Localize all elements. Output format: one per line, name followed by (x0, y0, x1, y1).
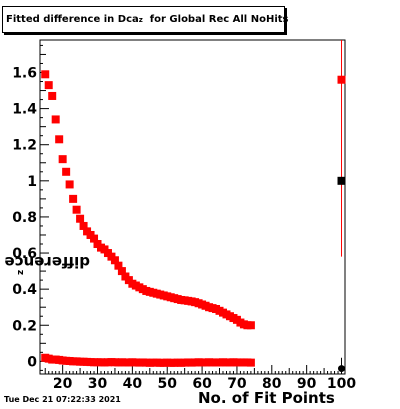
y-tick-label: 0.4 (12, 282, 37, 298)
x-tick-label: 80 (262, 376, 282, 392)
x-tick-label: 20 (53, 376, 73, 392)
plot-frame (39, 39, 346, 375)
data-point (117, 267, 126, 276)
data-point (246, 321, 255, 330)
data-point (55, 135, 64, 144)
data-point (48, 91, 57, 100)
x-tick-label: 90 (297, 376, 317, 392)
data-point (69, 194, 78, 203)
data-point (110, 256, 119, 265)
data-point (114, 261, 123, 270)
title-suffix: for Global Rec All NoHits (149, 14, 289, 25)
y-tick-label: 1 (27, 174, 37, 190)
data-point (44, 81, 53, 90)
axis-ticks (40, 44, 343, 374)
y-tick-label: 0.2 (12, 318, 37, 334)
series-1 (41, 70, 255, 330)
x-tick-label: 40 (123, 376, 143, 392)
title-subscript: z (138, 15, 143, 24)
y-tick-label: 1.2 (12, 138, 37, 154)
series-2 (41, 353, 255, 367)
x-tick-label: 50 (157, 376, 177, 392)
summary-mean-point (338, 365, 346, 373)
y-tick-label: 1.6 (12, 65, 37, 81)
x-tick-label: 30 (88, 376, 108, 392)
data-point (72, 205, 81, 214)
chart-title: Fitted difference in Dca z for Global Rec… (2, 6, 289, 33)
y-axis-label-main: difference in Dca (0, 253, 90, 271)
y-tick-labels: 0 0.2 0.4 0.6 0.8 1 1.2 1.4 1.6 (12, 65, 37, 370)
x-tick-label: 70 (227, 376, 247, 392)
data-point (65, 180, 74, 189)
x-axis-label: No. of Fit Points (198, 389, 335, 407)
y-tick-label: 0 (27, 354, 37, 370)
data-point (41, 70, 50, 79)
y-tick-label: 0.6 (12, 246, 37, 262)
data-point (90, 234, 99, 243)
data-point (58, 155, 67, 164)
data-point (76, 214, 85, 223)
y-tick-label: 0.8 (12, 210, 37, 226)
summary-markers (337, 40, 346, 374)
data-point (246, 358, 255, 367)
data-point (62, 167, 71, 176)
datestamp: Tue Dec 21 07:22:33 2021 (4, 395, 121, 404)
data-point (51, 115, 60, 124)
x-tick-label: 60 (192, 376, 212, 392)
title-prefix: Fitted difference in Dca (6, 14, 139, 25)
summary-sigma-point (337, 75, 346, 84)
x-tick-labels: 20 30 40 50 60 70 80 90 100 (53, 376, 356, 392)
data-series (41, 70, 255, 367)
summary-black-point (337, 176, 346, 185)
y-tick-label: 1.4 (12, 102, 37, 118)
plot-area-frame (39, 39, 346, 375)
x-tick-label: 100 (327, 376, 356, 392)
data-point (79, 221, 88, 230)
